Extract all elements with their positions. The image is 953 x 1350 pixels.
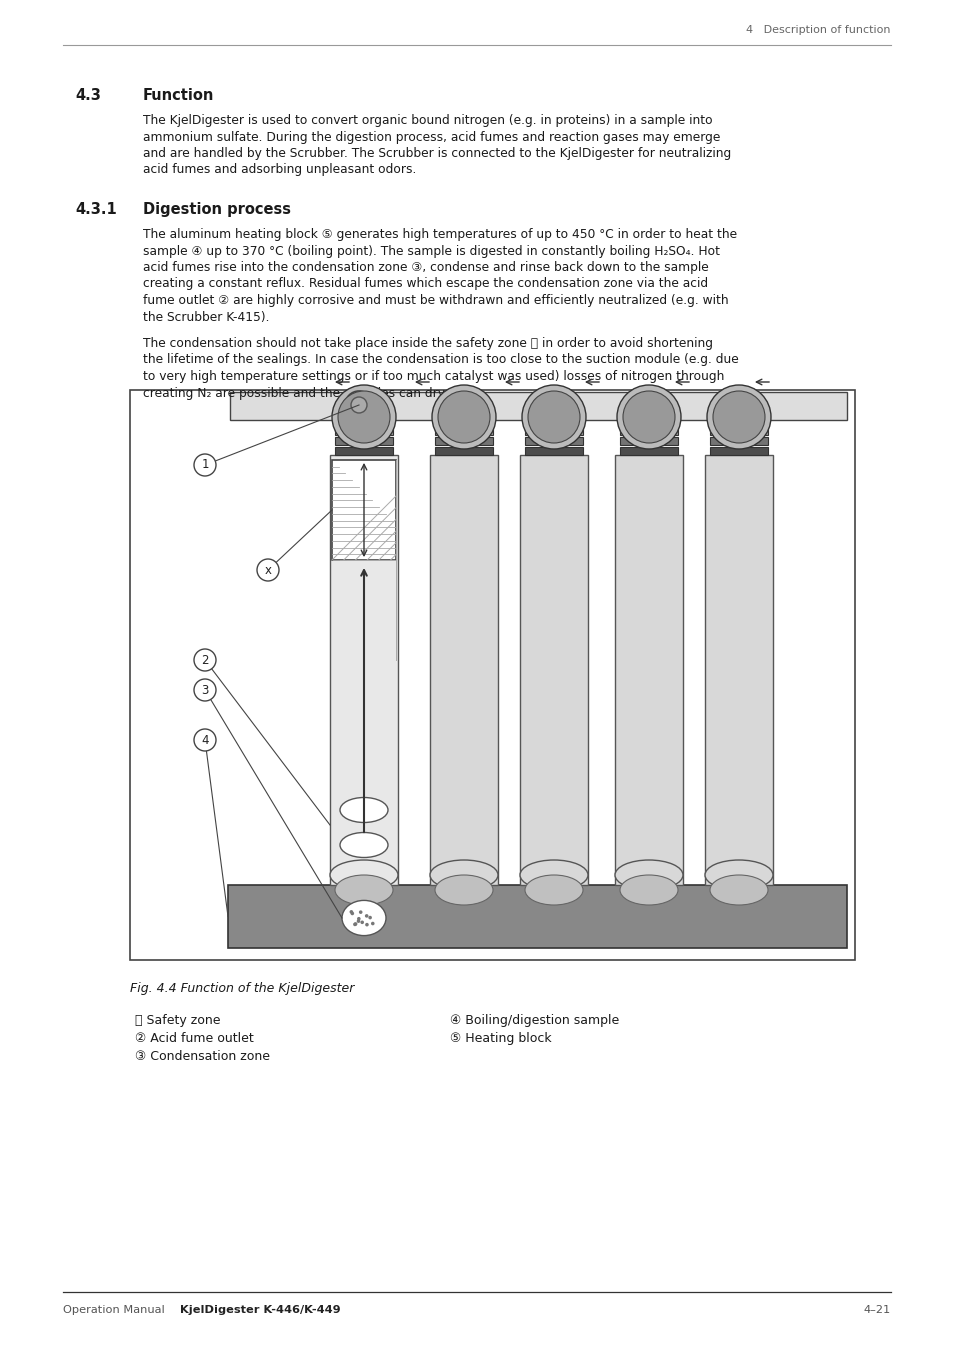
- Text: Fig. 4.4 Function of the KjelDigester: Fig. 4.4 Function of the KjelDigester: [130, 981, 354, 995]
- Bar: [130, 390, 854, 960]
- Circle shape: [332, 385, 395, 450]
- Circle shape: [349, 910, 353, 914]
- Bar: [335, 437, 393, 446]
- Bar: [435, 427, 493, 435]
- Text: sample ④ up to 370 °C (boiling point). The sample is digested in constantly boil: sample ④ up to 370 °C (boiling point). T…: [143, 244, 720, 258]
- Text: acid fumes rise into the condensation zone ③, condense and rinse back down to th: acid fumes rise into the condensation zo…: [143, 261, 708, 274]
- Text: ⑤ Heating block: ⑤ Heating block: [450, 1031, 551, 1045]
- Text: creating a constant reflux. Residual fumes which escape the condensation zone vi: creating a constant reflux. Residual fum…: [143, 278, 707, 290]
- Bar: [435, 437, 493, 446]
- Bar: [330, 455, 397, 886]
- Circle shape: [356, 919, 360, 923]
- Text: the Scrubber K-415).: the Scrubber K-415).: [143, 310, 269, 324]
- Ellipse shape: [524, 875, 582, 905]
- Circle shape: [193, 454, 215, 477]
- Text: creating N₂ are possible and the samples can dry out.: creating N₂ are possible and the samples…: [143, 386, 473, 400]
- Bar: [524, 437, 582, 446]
- Bar: [615, 455, 682, 886]
- Circle shape: [368, 915, 372, 919]
- Ellipse shape: [330, 860, 397, 890]
- Circle shape: [193, 679, 215, 701]
- Circle shape: [622, 392, 675, 443]
- Bar: [230, 392, 846, 420]
- Text: 4.3: 4.3: [75, 88, 101, 103]
- Circle shape: [256, 559, 278, 580]
- Bar: [335, 427, 393, 435]
- Ellipse shape: [341, 900, 386, 936]
- Ellipse shape: [339, 833, 388, 857]
- Text: The aluminum heating block ⑤ generates high temperatures of up to 450 °C in orde: The aluminum heating block ⑤ generates h…: [143, 228, 737, 242]
- Bar: [524, 427, 582, 435]
- Text: fume outlet ② are highly corrosive and must be withdrawn and efficiently neutral: fume outlet ② are highly corrosive and m…: [143, 294, 728, 306]
- Circle shape: [371, 922, 375, 925]
- Text: The condensation should not take place inside the safety zone Ⓧ in order to avoi: The condensation should not take place i…: [143, 338, 712, 350]
- Text: and are handled by the Scrubber. The Scrubber is connected to the KjelDigester f: and are handled by the Scrubber. The Scr…: [143, 147, 731, 161]
- Circle shape: [193, 729, 215, 751]
- Circle shape: [351, 397, 367, 413]
- Circle shape: [527, 392, 579, 443]
- Bar: [524, 447, 582, 455]
- Bar: [435, 447, 493, 455]
- Text: ammonium sulfate. During the digestion process, acid fumes and reaction gases ma: ammonium sulfate. During the digestion p…: [143, 131, 720, 143]
- Bar: [335, 447, 393, 455]
- Ellipse shape: [335, 875, 393, 905]
- Text: 4   Description of function: 4 Description of function: [745, 26, 890, 35]
- Text: to very high temperature settings or if too much catalyst was used) losses of ni: to very high temperature settings or if …: [143, 370, 723, 383]
- Circle shape: [345, 392, 373, 418]
- Circle shape: [365, 923, 369, 926]
- Circle shape: [353, 922, 356, 926]
- Ellipse shape: [519, 860, 587, 890]
- Ellipse shape: [704, 860, 772, 890]
- Circle shape: [432, 385, 496, 450]
- Bar: [709, 427, 767, 435]
- Ellipse shape: [619, 875, 678, 905]
- Circle shape: [356, 917, 360, 921]
- Circle shape: [437, 392, 490, 443]
- Text: KjelDigester K-446/K-449: KjelDigester K-446/K-449: [180, 1305, 340, 1315]
- Circle shape: [337, 392, 390, 443]
- Text: the lifetime of the sealings. In case the condensation is too close to the sucti: the lifetime of the sealings. In case th…: [143, 354, 738, 366]
- Text: 1: 1: [201, 459, 209, 471]
- Text: ④ Boiling/digestion sample: ④ Boiling/digestion sample: [450, 1014, 618, 1027]
- Circle shape: [521, 385, 585, 450]
- Ellipse shape: [709, 875, 767, 905]
- Text: 4.3.1: 4.3.1: [75, 202, 116, 217]
- Text: 3: 3: [201, 683, 209, 697]
- Text: x: x: [264, 563, 272, 576]
- Circle shape: [706, 385, 770, 450]
- Text: 4–21: 4–21: [862, 1305, 890, 1315]
- Ellipse shape: [435, 875, 493, 905]
- Bar: [332, 460, 395, 560]
- Text: Ⓧ Safety zone: Ⓧ Safety zone: [135, 1014, 220, 1027]
- Bar: [704, 455, 772, 886]
- Ellipse shape: [615, 860, 682, 890]
- Text: Operation Manual: Operation Manual: [63, 1305, 165, 1315]
- Ellipse shape: [339, 798, 388, 822]
- Bar: [519, 455, 587, 886]
- Bar: [709, 447, 767, 455]
- Bar: [228, 886, 846, 948]
- Text: Function: Function: [143, 88, 214, 103]
- Bar: [619, 437, 678, 446]
- Text: Digestion process: Digestion process: [143, 202, 291, 217]
- Circle shape: [193, 649, 215, 671]
- Text: acid fumes and adsorbing unpleasant odors.: acid fumes and adsorbing unpleasant odor…: [143, 163, 416, 177]
- Bar: [430, 455, 497, 886]
- Circle shape: [364, 914, 368, 918]
- Bar: [619, 427, 678, 435]
- Circle shape: [354, 922, 357, 926]
- Circle shape: [358, 910, 362, 914]
- Circle shape: [712, 392, 764, 443]
- Text: The KjelDigester is used to convert organic bound nitrogen (e.g. in proteins) in: The KjelDigester is used to convert orga…: [143, 113, 712, 127]
- Bar: [709, 437, 767, 446]
- Text: ③ Condensation zone: ③ Condensation zone: [135, 1050, 270, 1062]
- Circle shape: [360, 921, 364, 925]
- Circle shape: [350, 911, 354, 915]
- Circle shape: [617, 385, 680, 450]
- Text: 4: 4: [201, 733, 209, 747]
- Text: 2: 2: [201, 653, 209, 667]
- Ellipse shape: [430, 860, 497, 890]
- Text: ② Acid fume outlet: ② Acid fume outlet: [135, 1031, 253, 1045]
- Bar: [619, 447, 678, 455]
